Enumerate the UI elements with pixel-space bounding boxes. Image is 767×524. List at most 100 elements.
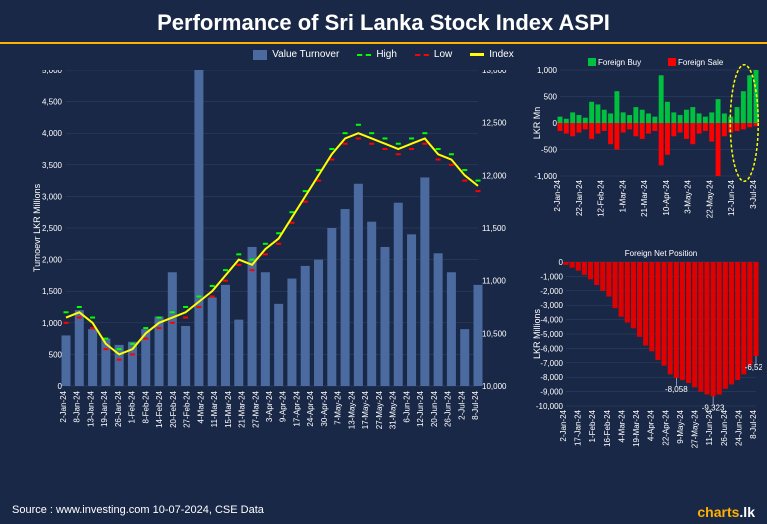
svg-text:21-Mar-24: 21-Mar-24 xyxy=(238,390,247,427)
svg-text:500: 500 xyxy=(49,350,63,359)
svg-text:22-Jan-24: 22-Jan-24 xyxy=(575,179,584,216)
net-bar xyxy=(582,262,587,275)
svg-text:1,000: 1,000 xyxy=(42,319,63,328)
net-bar xyxy=(649,262,654,351)
svg-text:10,500: 10,500 xyxy=(482,329,507,338)
svg-text:13-May-24: 13-May-24 xyxy=(347,390,356,429)
svg-text:13,000: 13,000 xyxy=(482,70,507,75)
turnover-bar xyxy=(194,70,203,386)
net-bar xyxy=(588,262,593,279)
svg-text:0: 0 xyxy=(553,119,558,128)
net-bar xyxy=(711,262,716,396)
svg-text:22-Apr-24: 22-Apr-24 xyxy=(661,409,670,445)
svg-text:31-May-24: 31-May-24 xyxy=(389,390,398,429)
svg-text:24-Jun-24: 24-Jun-24 xyxy=(734,409,743,446)
svg-text:3,500: 3,500 xyxy=(42,161,63,170)
net-bar xyxy=(729,262,734,384)
turnover-bar xyxy=(61,335,70,386)
svg-text:LKR Millions: LKR Millions xyxy=(532,308,542,359)
turnover-bar xyxy=(88,329,97,386)
legend-low: Low xyxy=(434,49,452,60)
net-bar xyxy=(717,262,722,394)
svg-text:-3,000: -3,000 xyxy=(540,301,563,310)
svg-text:-8,000: -8,000 xyxy=(540,373,563,382)
svg-text:3-Jul-24: 3-Jul-24 xyxy=(749,179,758,208)
turnover-bar xyxy=(261,272,270,386)
svg-text:14-Feb-24: 14-Feb-24 xyxy=(155,390,164,427)
index-swatch xyxy=(470,53,484,56)
net-bar xyxy=(698,262,703,392)
chart-title: Performance of Sri Lanka Stock Index ASP… xyxy=(0,0,767,44)
turnover-bar xyxy=(367,222,376,386)
low-swatch xyxy=(415,54,429,56)
net-bar xyxy=(704,262,709,394)
net-bar xyxy=(619,262,624,317)
turnover-bar xyxy=(380,247,389,386)
svg-text:27-May-24: 27-May-24 xyxy=(375,390,384,429)
svg-text:4-Mar-24: 4-Mar-24 xyxy=(617,409,626,442)
footer-source: Source : www.investing.com 10-07-2024, C… xyxy=(12,504,264,520)
svg-text:17-May-24: 17-May-24 xyxy=(361,390,370,429)
logo-brand: charts xyxy=(697,504,739,520)
svg-text:-10,000: -10,000 xyxy=(536,402,564,411)
svg-text:2-Jan-24: 2-Jan-24 xyxy=(59,390,68,422)
turnover-bar xyxy=(301,266,310,386)
svg-text:17-Apr-24: 17-Apr-24 xyxy=(292,390,301,426)
svg-text:27-Feb-24: 27-Feb-24 xyxy=(183,390,192,427)
net-bar xyxy=(625,262,630,322)
svg-text:1-Feb-24: 1-Feb-24 xyxy=(588,409,597,442)
turnover-bar xyxy=(434,253,443,386)
svg-text:12,500: 12,500 xyxy=(482,119,507,128)
turnover-bar xyxy=(354,184,363,386)
svg-text:-1,000: -1,000 xyxy=(534,172,557,181)
turnover-bar xyxy=(341,209,350,386)
svg-text:12-Jun-24: 12-Jun-24 xyxy=(416,390,425,427)
svg-text:27-Mar-24: 27-Mar-24 xyxy=(251,390,260,427)
turnover-swatch xyxy=(253,50,267,60)
svg-text:-500: -500 xyxy=(541,146,558,155)
legend-turnover: Value Turnover xyxy=(272,49,339,60)
svg-text:-9,000: -9,000 xyxy=(540,388,563,397)
svg-text:10-Apr-24: 10-Apr-24 xyxy=(662,179,671,215)
svg-text:8-Jan-24: 8-Jan-24 xyxy=(73,390,82,422)
svg-text:22-May-24: 22-May-24 xyxy=(705,179,714,218)
svg-text:30-Apr-24: 30-Apr-24 xyxy=(320,390,329,426)
main-chart: 05001,0001,5002,0002,5003,0003,5004,0004… xyxy=(30,70,518,460)
svg-text:11-Jun-24: 11-Jun-24 xyxy=(705,409,714,445)
net-bar xyxy=(674,262,679,378)
svg-text:5,000: 5,000 xyxy=(42,70,63,75)
svg-text:11,000: 11,000 xyxy=(482,277,506,286)
svg-text:27-May-24: 27-May-24 xyxy=(691,409,700,448)
net-bar xyxy=(680,262,685,380)
turnover-bar xyxy=(168,272,177,386)
svg-text:1,000: 1,000 xyxy=(537,66,558,75)
svg-text:12-Jun-24: 12-Jun-24 xyxy=(727,179,736,216)
turnover-bar xyxy=(234,320,243,386)
svg-text:-4,000: -4,000 xyxy=(540,316,563,325)
turnover-bar xyxy=(473,285,482,386)
legend-high: High xyxy=(376,49,397,60)
net-bar xyxy=(631,262,636,328)
svg-text:1,500: 1,500 xyxy=(42,287,63,296)
svg-text:3-May-24: 3-May-24 xyxy=(684,179,693,213)
turnover-bar xyxy=(327,228,336,386)
turnover-bar xyxy=(208,298,217,386)
svg-text:11-Mar-24: 11-Mar-24 xyxy=(210,390,219,427)
turnover-bar xyxy=(155,316,164,386)
svg-text:8-Jul-24: 8-Jul-24 xyxy=(471,390,480,419)
svg-text:9-May-24: 9-May-24 xyxy=(676,409,685,443)
turnover-bar xyxy=(447,272,456,386)
svg-text:24-Apr-24: 24-Apr-24 xyxy=(306,390,315,426)
logo-tld: .lk xyxy=(739,504,755,520)
svg-text:-8,058: -8,058 xyxy=(665,385,688,394)
svg-text:Foreign Net Position: Foreign Net Position xyxy=(625,249,697,258)
net-bar xyxy=(600,262,605,291)
svg-text:26-Jun-24: 26-Jun-24 xyxy=(444,390,453,427)
svg-text:4,500: 4,500 xyxy=(42,98,63,107)
svg-text:19-Mar-24: 19-Mar-24 xyxy=(632,409,641,446)
turnover-bar xyxy=(420,177,429,386)
foreign-flow-chart: Foreign BuyForeign Sale-1,000-50005001,0… xyxy=(532,56,762,226)
net-bar xyxy=(753,262,758,356)
svg-text:12-Feb-24: 12-Feb-24 xyxy=(597,179,606,216)
svg-text:2-Jan-24: 2-Jan-24 xyxy=(553,179,562,211)
